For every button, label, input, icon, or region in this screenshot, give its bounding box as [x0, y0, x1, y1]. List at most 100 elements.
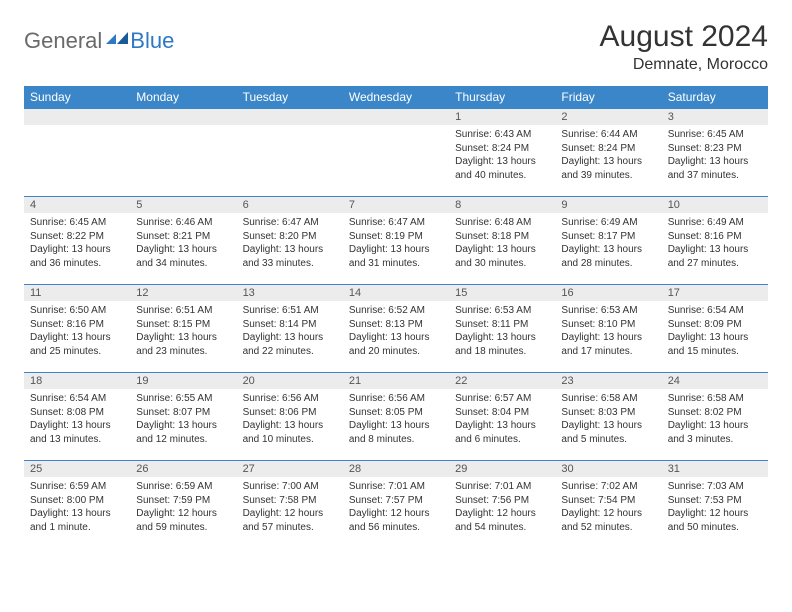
- logo-text-blue: Blue: [130, 28, 174, 54]
- day-number: [130, 109, 236, 125]
- day-info: Sunrise: 6:43 AMSunset: 8:24 PMDaylight:…: [449, 125, 555, 186]
- logo-text-general: General: [24, 28, 102, 54]
- sunset: Sunset: 8:15 PM: [136, 318, 230, 332]
- calendar-day: [24, 109, 130, 197]
- sunset: Sunset: 8:16 PM: [30, 318, 124, 332]
- sunrise: Sunrise: 6:45 AM: [668, 128, 762, 142]
- daylight: Daylight: 12 hours and 59 minutes.: [136, 507, 230, 534]
- sunset: Sunset: 8:03 PM: [561, 406, 655, 420]
- day-number: [343, 109, 449, 125]
- day-number: 7: [343, 197, 449, 213]
- sunset: Sunset: 8:02 PM: [668, 406, 762, 420]
- calendar-week: 4Sunrise: 6:45 AMSunset: 8:22 PMDaylight…: [24, 197, 768, 285]
- day-info: Sunrise: 6:51 AMSunset: 8:15 PMDaylight:…: [130, 301, 236, 362]
- day-number: 13: [237, 285, 343, 301]
- calendar-week: 18Sunrise: 6:54 AMSunset: 8:08 PMDayligh…: [24, 373, 768, 461]
- calendar-day: 3Sunrise: 6:45 AMSunset: 8:23 PMDaylight…: [662, 109, 768, 197]
- calendar-body: 1Sunrise: 6:43 AMSunset: 8:24 PMDaylight…: [24, 109, 768, 549]
- sunrise: Sunrise: 6:45 AM: [30, 216, 124, 230]
- title-block: August 2024 Demnate, Morocco: [600, 20, 768, 74]
- calendar-day: 29Sunrise: 7:01 AMSunset: 7:56 PMDayligh…: [449, 461, 555, 549]
- daylight: Daylight: 13 hours and 30 minutes.: [455, 243, 549, 270]
- calendar-day: 17Sunrise: 6:54 AMSunset: 8:09 PMDayligh…: [662, 285, 768, 373]
- daylight: Daylight: 13 hours and 39 minutes.: [561, 155, 655, 182]
- day-info: Sunrise: 6:58 AMSunset: 8:03 PMDaylight:…: [555, 389, 661, 450]
- day-info: Sunrise: 6:44 AMSunset: 8:24 PMDaylight:…: [555, 125, 661, 186]
- daylight: Daylight: 13 hours and 13 minutes.: [30, 419, 124, 446]
- calendar-day: 24Sunrise: 6:58 AMSunset: 8:02 PMDayligh…: [662, 373, 768, 461]
- calendar-day: 5Sunrise: 6:46 AMSunset: 8:21 PMDaylight…: [130, 197, 236, 285]
- day-info: Sunrise: 6:50 AMSunset: 8:16 PMDaylight:…: [24, 301, 130, 362]
- day-number: 28: [343, 461, 449, 477]
- sunset: Sunset: 8:16 PM: [668, 230, 762, 244]
- sunrise: Sunrise: 6:58 AM: [668, 392, 762, 406]
- sunrise: Sunrise: 6:43 AM: [455, 128, 549, 142]
- day-info: Sunrise: 7:01 AMSunset: 7:57 PMDaylight:…: [343, 477, 449, 538]
- calendar-day: 15Sunrise: 6:53 AMSunset: 8:11 PMDayligh…: [449, 285, 555, 373]
- calendar-head: SundayMondayTuesdayWednesdayThursdayFrid…: [24, 86, 768, 109]
- sunset: Sunset: 8:00 PM: [30, 494, 124, 508]
- sunrise: Sunrise: 6:56 AM: [349, 392, 443, 406]
- sunrise: Sunrise: 6:59 AM: [136, 480, 230, 494]
- daylight: Daylight: 13 hours and 8 minutes.: [349, 419, 443, 446]
- sunset: Sunset: 8:24 PM: [561, 142, 655, 156]
- sunset: Sunset: 7:57 PM: [349, 494, 443, 508]
- calendar-day: 4Sunrise: 6:45 AMSunset: 8:22 PMDaylight…: [24, 197, 130, 285]
- daylight: Daylight: 13 hours and 10 minutes.: [243, 419, 337, 446]
- day-number: 26: [130, 461, 236, 477]
- daylight: Daylight: 13 hours and 27 minutes.: [668, 243, 762, 270]
- day-info: Sunrise: 6:56 AMSunset: 8:06 PMDaylight:…: [237, 389, 343, 450]
- sunrise: Sunrise: 6:53 AM: [455, 304, 549, 318]
- sunrise: Sunrise: 6:59 AM: [30, 480, 124, 494]
- daylight: Daylight: 13 hours and 3 minutes.: [668, 419, 762, 446]
- day-number: 8: [449, 197, 555, 213]
- day-info: [343, 125, 449, 185]
- day-info: Sunrise: 6:48 AMSunset: 8:18 PMDaylight:…: [449, 213, 555, 274]
- sunrise: Sunrise: 7:03 AM: [668, 480, 762, 494]
- daylight: Daylight: 12 hours and 57 minutes.: [243, 507, 337, 534]
- sunrise: Sunrise: 7:02 AM: [561, 480, 655, 494]
- day-number: 21: [343, 373, 449, 389]
- day-header: Thursday: [449, 86, 555, 109]
- header: General Blue August 2024 Demnate, Morocc…: [24, 20, 768, 74]
- day-header: Saturday: [662, 86, 768, 109]
- day-info: Sunrise: 6:49 AMSunset: 8:17 PMDaylight:…: [555, 213, 661, 274]
- sunset: Sunset: 8:09 PM: [668, 318, 762, 332]
- sunset: Sunset: 8:13 PM: [349, 318, 443, 332]
- daylight: Daylight: 13 hours and 12 minutes.: [136, 419, 230, 446]
- sunrise: Sunrise: 6:47 AM: [243, 216, 337, 230]
- sunrise: Sunrise: 6:49 AM: [561, 216, 655, 230]
- sunset: Sunset: 8:18 PM: [455, 230, 549, 244]
- sunrise: Sunrise: 6:54 AM: [668, 304, 762, 318]
- daylight: Daylight: 13 hours and 34 minutes.: [136, 243, 230, 270]
- day-info: Sunrise: 6:45 AMSunset: 8:22 PMDaylight:…: [24, 213, 130, 274]
- calendar-day: 11Sunrise: 6:50 AMSunset: 8:16 PMDayligh…: [24, 285, 130, 373]
- month-title: August 2024: [600, 20, 768, 54]
- sunset: Sunset: 8:23 PM: [668, 142, 762, 156]
- day-number: [24, 109, 130, 125]
- daylight: Daylight: 13 hours and 1 minute.: [30, 507, 124, 534]
- sunset: Sunset: 8:14 PM: [243, 318, 337, 332]
- day-info: Sunrise: 6:58 AMSunset: 8:02 PMDaylight:…: [662, 389, 768, 450]
- calendar-day: 13Sunrise: 6:51 AMSunset: 8:14 PMDayligh…: [237, 285, 343, 373]
- sunrise: Sunrise: 6:58 AM: [561, 392, 655, 406]
- calendar-day: 22Sunrise: 6:57 AMSunset: 8:04 PMDayligh…: [449, 373, 555, 461]
- day-number: 11: [24, 285, 130, 301]
- sunset: Sunset: 8:21 PM: [136, 230, 230, 244]
- daylight: Daylight: 13 hours and 6 minutes.: [455, 419, 549, 446]
- sunset: Sunset: 7:53 PM: [668, 494, 762, 508]
- sunset: Sunset: 7:56 PM: [455, 494, 549, 508]
- calendar-day: 7Sunrise: 6:47 AMSunset: 8:19 PMDaylight…: [343, 197, 449, 285]
- calendar-day: [343, 109, 449, 197]
- calendar-day: 12Sunrise: 6:51 AMSunset: 8:15 PMDayligh…: [130, 285, 236, 373]
- calendar-day: 18Sunrise: 6:54 AMSunset: 8:08 PMDayligh…: [24, 373, 130, 461]
- daylight: Daylight: 13 hours and 36 minutes.: [30, 243, 124, 270]
- sunset: Sunset: 8:17 PM: [561, 230, 655, 244]
- day-number: 14: [343, 285, 449, 301]
- day-info: Sunrise: 6:57 AMSunset: 8:04 PMDaylight:…: [449, 389, 555, 450]
- sunrise: Sunrise: 6:47 AM: [349, 216, 443, 230]
- day-header: Monday: [130, 86, 236, 109]
- calendar-day: 31Sunrise: 7:03 AMSunset: 7:53 PMDayligh…: [662, 461, 768, 549]
- sunset: Sunset: 7:54 PM: [561, 494, 655, 508]
- day-number: 23: [555, 373, 661, 389]
